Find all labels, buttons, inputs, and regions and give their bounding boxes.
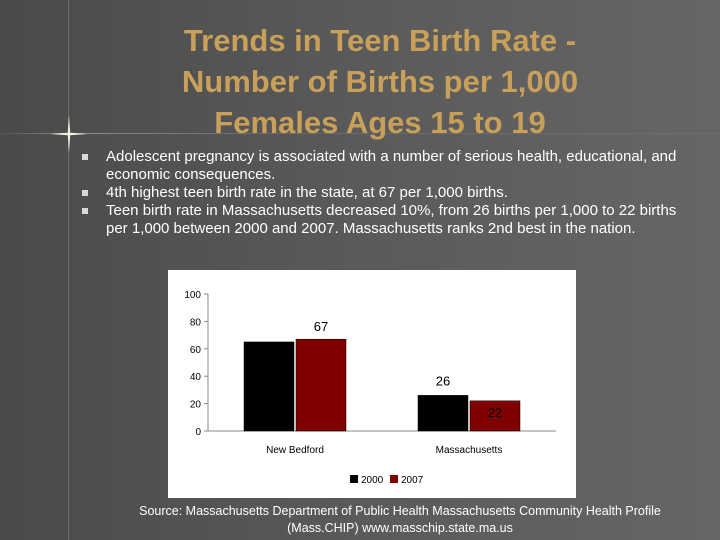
legend-swatch-2000 bbox=[350, 475, 358, 483]
source-line-1: Source: Massachusetts Department of Publ… bbox=[139, 504, 661, 518]
bar-2000 bbox=[417, 395, 469, 432]
title-line-2: Number of Births per 1,000 bbox=[181, 64, 579, 99]
square-bullet-icon bbox=[82, 154, 88, 160]
bar-chart: 0 20 40 60 80 100 65 67 New Bedford 26 22 Massachus… bbox=[184, 290, 556, 486]
bar-2007 bbox=[295, 338, 347, 432]
bar-2007 bbox=[469, 400, 521, 432]
bullet-item: Adolescent pregnancy is associated with … bbox=[82, 148, 702, 184]
data-label: 26 bbox=[436, 373, 450, 388]
y-tick-label: 0 bbox=[195, 427, 201, 438]
title-line-1: Trends in Teen Birth Rate - bbox=[183, 23, 577, 58]
legend-label: 2000 bbox=[361, 475, 384, 486]
source-line-2: (Mass.CHIP) www.masschip.state.ma.us bbox=[287, 521, 513, 535]
bullet-text: 4th highest teen birth rate in the state… bbox=[106, 184, 508, 201]
decorative-horizontal-line bbox=[0, 133, 720, 134]
y-tick-label: 20 bbox=[190, 400, 202, 411]
data-label: 22 bbox=[488, 405, 502, 420]
slide-title: Trends in Teen Birth Rate - Number of Bi… bbox=[120, 20, 640, 143]
square-bullet-icon bbox=[82, 190, 88, 196]
y-tick-label: 80 bbox=[190, 317, 202, 328]
legend-label: 2007 bbox=[401, 475, 424, 486]
legend-swatch-2007 bbox=[390, 475, 398, 483]
y-tick-label: 60 bbox=[190, 345, 202, 356]
bar-2000 bbox=[243, 341, 295, 432]
sparkle-icon bbox=[50, 115, 88, 153]
bullet-list: Adolescent pregnancy is associated with … bbox=[82, 148, 702, 238]
decorative-vertical-line bbox=[68, 0, 69, 540]
title-line-3: Females Ages 15 to 19 bbox=[214, 105, 546, 140]
bullet-text: Teen birth rate in Massachusetts decreas… bbox=[106, 202, 677, 237]
y-tick-label: 40 bbox=[190, 372, 202, 383]
bullet-item: 4th highest teen birth rate in the state… bbox=[82, 184, 702, 202]
square-bullet-icon bbox=[82, 208, 88, 214]
chart-panel: 0 20 40 60 80 100 65 67 New Bedford 26 22 Massachus… bbox=[168, 270, 576, 498]
bullet-item: Teen birth rate in Massachusetts decreas… bbox=[82, 202, 702, 238]
x-tick-label: Massachusetts bbox=[436, 445, 503, 456]
bullet-text: Adolescent pregnancy is associated with … bbox=[106, 148, 677, 183]
data-label: 65 bbox=[262, 346, 276, 361]
data-label: 67 bbox=[314, 319, 328, 334]
source-note: Source: Massachusetts Department of Publ… bbox=[100, 503, 700, 537]
x-tick-label: New Bedford bbox=[266, 445, 324, 456]
y-tick-label: 100 bbox=[184, 290, 201, 301]
